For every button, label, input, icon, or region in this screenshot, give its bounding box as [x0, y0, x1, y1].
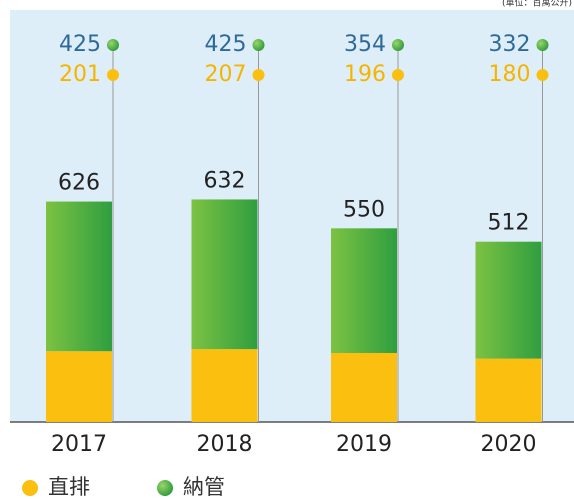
series-dot [536, 39, 549, 51]
bar-segment [46, 201, 112, 352]
series-dot [252, 69, 265, 81]
series-dot [536, 69, 549, 81]
bar-segment [46, 351, 112, 422]
bar-segment [191, 199, 258, 350]
bar-segment [331, 228, 397, 353]
bar-segment [191, 349, 258, 422]
value-label: 425 [59, 32, 101, 57]
series-dot [107, 69, 119, 81]
x-tick-label: 2020 [481, 432, 537, 457]
value-label: 196 [344, 62, 386, 87]
legend-dot [22, 480, 38, 496]
value-label: 201 [59, 62, 101, 87]
total-label: 626 [58, 171, 100, 196]
bar-segment [331, 352, 397, 422]
legend-label: 直排 [48, 475, 90, 499]
value-label: 332 [489, 32, 531, 57]
total-label: 632 [204, 168, 246, 193]
total-label: 512 [488, 211, 530, 236]
value-label: 354 [344, 32, 386, 57]
value-label: 180 [489, 62, 531, 87]
series-dot [252, 39, 265, 51]
bar-segment [475, 241, 542, 359]
legend-dot [157, 480, 173, 496]
bar-segment [475, 358, 542, 422]
value-label: 425 [205, 32, 247, 57]
unit-note: (單位：百萬公升) [502, 0, 572, 9]
total-label: 550 [343, 197, 385, 222]
x-tick-label: 2017 [51, 432, 107, 457]
series-dot [107, 39, 119, 51]
x-tick-label: 2019 [336, 432, 392, 457]
series-dot [392, 69, 404, 81]
legend-label: 納管 [183, 475, 225, 499]
series-dot [392, 39, 404, 51]
x-tick-label: 2018 [197, 432, 253, 457]
value-label: 207 [205, 62, 247, 87]
